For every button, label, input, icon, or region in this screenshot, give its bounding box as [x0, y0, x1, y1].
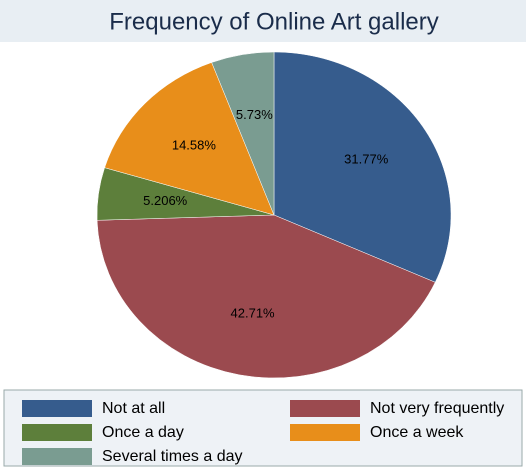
slice-label: 31.77% [344, 152, 389, 167]
pie-slice [211, 51, 275, 216]
legend-text: Several times a day [102, 448, 243, 465]
pie-slice [273, 51, 452, 283]
legend-key [290, 424, 360, 441]
legend-text: Not very frequently [370, 400, 504, 417]
legend-text: Once a week [370, 424, 464, 441]
pie-slice [96, 214, 436, 379]
legend-key [22, 400, 92, 417]
legend-text: Not at all [102, 400, 165, 417]
pie-slice [104, 62, 275, 216]
slice-label: 5.206% [143, 193, 188, 208]
title-band [0, 0, 526, 42]
legend-key [290, 400, 360, 417]
slice-label: 14.58% [172, 137, 217, 152]
slice-label: 5.73% [236, 107, 273, 122]
slice-label: 42.71% [231, 306, 276, 321]
legend-text: Once a day [102, 424, 184, 441]
chart-title: Frequency of Online Art gallery [109, 8, 439, 35]
legend-key [22, 448, 92, 465]
legend-key [22, 424, 92, 441]
